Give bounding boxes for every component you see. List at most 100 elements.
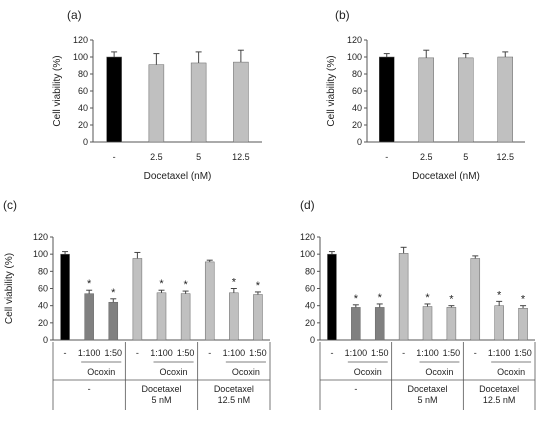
bar [422,306,433,341]
y-tick-label: 60 [78,86,88,96]
x-tick-label: 1:100 [78,348,101,358]
y-tick-label: 40 [352,103,362,113]
docetaxel-dose-label: 12.5 nM [483,395,516,405]
y-tick-label: 40 [38,301,48,311]
x-tick-label: - [64,348,67,358]
x-tick-label: 12.5 [496,152,514,162]
y-axis-title: Cell viability (%) [326,55,337,126]
docetaxel-dose-label: 12.5 nM [218,395,251,405]
bar [132,258,143,341]
y-axis-title: Cell viability (%) [52,55,63,126]
x-tick-label: 1:50 [514,348,532,358]
x-tick-label: 1:50 [443,348,461,358]
y-tick-label: 0 [357,137,362,147]
significance-star: * [449,294,454,306]
y-tick-label: 100 [33,249,48,259]
y-tick-label: 80 [305,266,315,276]
x-tick-label: 1:100 [488,348,511,358]
y-tick-label: 0 [43,335,48,345]
x-axis-title: Docetaxel (nM) [412,171,480,182]
panel-label: (c) [3,198,17,212]
bar [518,307,528,341]
y-tick-label: 40 [305,301,315,311]
x-tick-label: 12.5 [232,152,250,162]
y-tick-label: 120 [300,232,315,242]
docetaxel-dose-label: 5 nM [417,395,437,405]
bar [60,253,70,341]
docetaxel-label: Docetaxel [141,384,181,394]
y-tick-label: 100 [73,52,88,62]
panel-label: (a) [67,8,82,22]
x-tick-label: - [402,348,405,358]
bar [497,56,513,143]
x-tick-label: 1:100 [150,348,173,358]
y-tick-label: 20 [352,120,362,130]
panel-label: (b) [335,8,350,22]
bar [148,64,165,143]
y-tick-label: 40 [78,103,88,113]
bar [351,307,361,341]
ocoxin-label: Ocoxin [87,367,115,377]
x-tick-label: 1:50 [177,348,195,358]
y-tick-label: 20 [305,318,315,328]
x-tick-label: 1:50 [371,348,389,358]
bar [156,292,167,341]
x-tick-label: 1:100 [345,348,368,358]
bar [229,292,239,341]
x-tick-label: 2.5 [150,152,163,162]
docetaxel-dose-label: 5 nM [151,395,171,405]
bar [106,56,122,143]
significance-star: * [256,280,261,292]
y-tick-label: 20 [38,318,48,328]
y-tick-label: 120 [73,35,88,45]
x-tick-label: - [113,152,116,162]
docetaxel-label: Docetaxel [214,384,254,394]
x-tick-label: - [385,152,388,162]
significance-star: * [111,287,116,299]
y-tick-label: 60 [38,284,48,294]
significance-star: * [159,278,164,290]
bar [494,305,504,341]
ocoxin-label: Ocoxin [425,367,453,377]
x-tick-label: 1:50 [105,348,123,358]
x-tick-label: 1:100 [416,348,439,358]
bar [253,294,263,341]
y-tick-label: 120 [33,232,48,242]
bar [190,62,207,143]
ocoxin-label: Ocoxin [232,367,260,377]
docetaxel-label: Docetaxel [407,384,447,394]
bar [418,57,434,143]
panel-label: (d) [300,198,315,212]
ocoxin-label: Ocoxin [497,367,525,377]
x-tick-label: - [330,348,333,358]
significance-star: * [183,279,188,291]
y-tick-label: 60 [305,284,315,294]
bar [374,307,385,341]
docetaxel-label: - [88,384,91,394]
bar [379,56,395,143]
x-tick-label: - [474,348,477,358]
x-tick-label: 5 [463,152,468,162]
significance-star: * [87,278,92,290]
y-tick-label: 80 [78,69,88,79]
significance-star: * [232,277,237,289]
y-tick-label: 60 [352,86,362,96]
significance-star: * [521,294,526,306]
x-tick-label: - [136,348,139,358]
bar [446,307,457,341]
significance-star: * [497,289,502,301]
x-axis-title: Docetaxel (nM) [144,171,212,182]
bar [398,253,409,341]
bar [108,301,119,341]
y-tick-label: 100 [300,249,315,259]
bar [180,293,191,341]
y-tick-label: 100 [347,52,362,62]
docetaxel-label: - [354,384,357,394]
bar [233,61,249,143]
bar [458,57,474,143]
x-tick-label: 2.5 [420,152,433,162]
significance-star: * [425,292,430,304]
bar [84,293,94,341]
y-tick-label: 120 [347,35,362,45]
